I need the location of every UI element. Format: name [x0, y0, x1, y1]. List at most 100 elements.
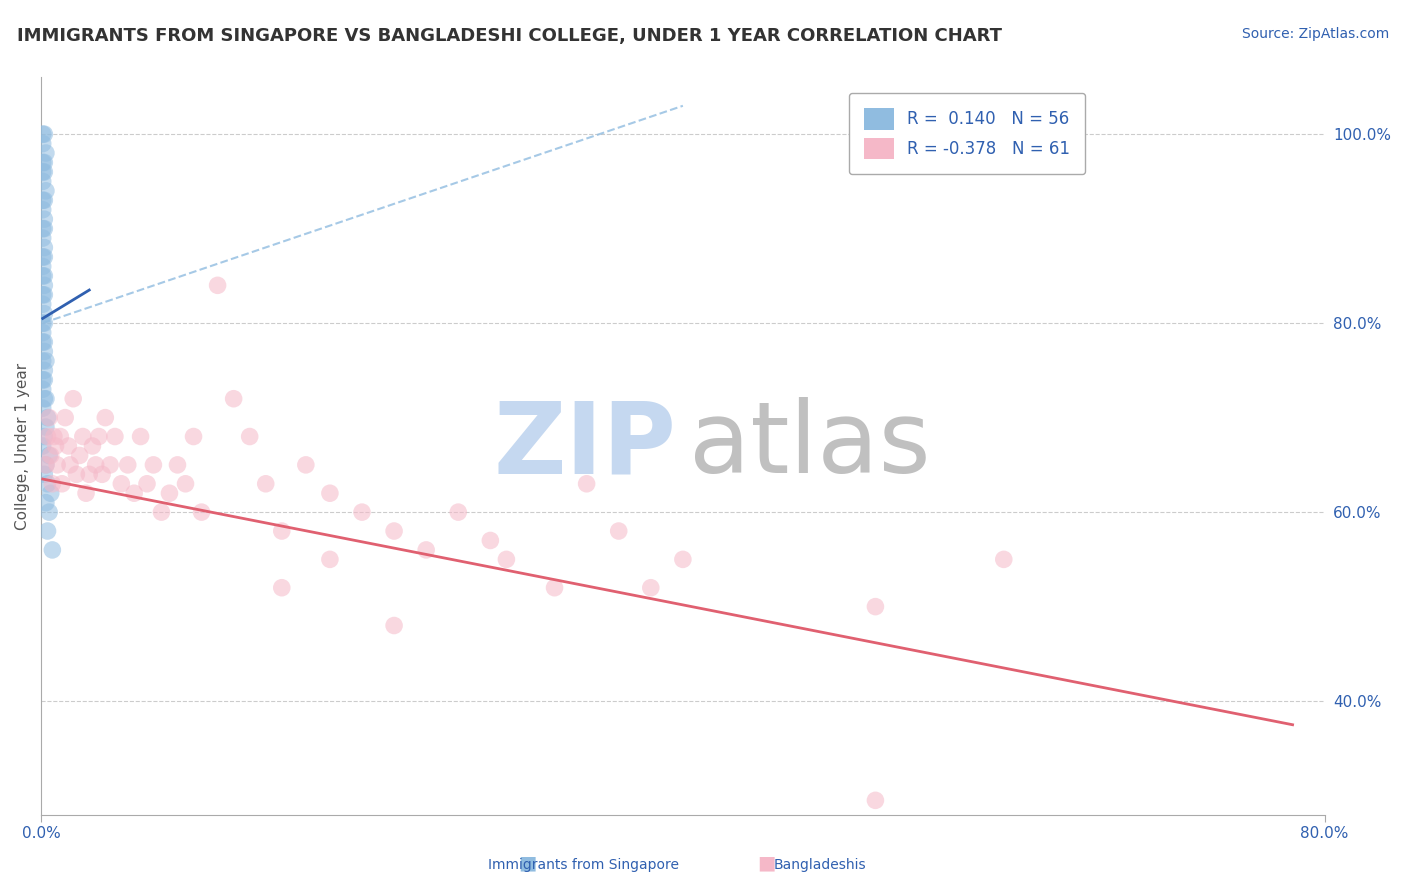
Point [31, 326, 53, 340]
Point [75, 486, 97, 500]
Point [31, 382, 53, 396]
Point [31, 316, 53, 330]
Point [37, 524, 59, 538]
Point [69, 449, 91, 463]
Point [35, 354, 58, 368]
Point [34, 221, 56, 235]
Point [34, 241, 56, 255]
Point [34, 127, 56, 141]
Point [174, 476, 197, 491]
Point [479, 533, 502, 548]
Point [319, 486, 342, 500]
Point [382, 618, 405, 632]
Point [31, 439, 53, 453]
Point [34, 373, 56, 387]
Point [672, 552, 695, 566]
Point [87, 429, 110, 443]
Point [49, 429, 72, 443]
Point [207, 278, 229, 293]
Point [34, 194, 56, 208]
Point [607, 524, 630, 538]
Point [84, 458, 107, 472]
Point [350, 505, 373, 519]
Point [31, 401, 53, 416]
Point [447, 505, 470, 519]
Point [37, 410, 59, 425]
Point [98, 458, 121, 472]
Point [53, 410, 76, 425]
Point [34, 344, 56, 359]
Point [34, 429, 56, 443]
Point [37, 429, 59, 443]
Point [41, 476, 63, 491]
Point [222, 392, 245, 406]
Point [382, 524, 405, 538]
Point [34, 392, 56, 406]
Point [38, 410, 60, 425]
Point [34, 165, 56, 179]
Point [31, 334, 53, 349]
Point [31, 297, 53, 311]
Point [39, 486, 62, 500]
Point [575, 476, 598, 491]
Text: atlas: atlas [689, 398, 931, 494]
Point [31, 373, 53, 387]
Text: Source: ZipAtlas.com: Source: ZipAtlas.com [1241, 27, 1389, 41]
Point [142, 458, 165, 472]
Point [38, 449, 60, 463]
Point [31, 127, 53, 141]
Point [136, 476, 159, 491]
Point [110, 476, 132, 491]
Point [51, 476, 73, 491]
Point [31, 231, 53, 245]
Point [35, 458, 58, 472]
Point [31, 221, 53, 235]
Point [122, 486, 145, 500]
Point [34, 268, 56, 283]
Point [865, 599, 887, 614]
Point [34, 155, 56, 169]
Point [34, 278, 56, 293]
Point [34, 316, 56, 330]
Point [104, 429, 127, 443]
Point [415, 543, 437, 558]
Point [34, 363, 56, 377]
Point [82, 439, 104, 453]
Point [35, 146, 58, 161]
Point [31, 260, 53, 274]
Point [59, 458, 82, 472]
Text: Immigrants from Singapore: Immigrants from Singapore [488, 858, 679, 872]
Y-axis label: College, Under 1 year: College, Under 1 year [15, 362, 30, 530]
Point [77, 467, 100, 482]
Point [94, 410, 117, 425]
Text: ZIP: ZIP [494, 398, 676, 494]
Point [34, 287, 56, 301]
Point [46, 458, 69, 472]
Point [45, 439, 67, 453]
Point [34, 334, 56, 349]
Point [58, 439, 80, 453]
Point [72, 429, 94, 443]
Point [31, 354, 53, 368]
Point [295, 458, 318, 472]
Point [495, 552, 517, 566]
Point [543, 581, 565, 595]
Point [35, 392, 58, 406]
Point [150, 505, 173, 519]
Point [31, 202, 53, 217]
Point [319, 552, 342, 566]
Point [34, 250, 56, 264]
Legend: R =  0.140   N = 56, R = -0.378   N = 61: R = 0.140 N = 56, R = -0.378 N = 61 [849, 93, 1085, 174]
Point [239, 429, 262, 443]
Point [190, 505, 212, 519]
Point [31, 194, 53, 208]
Point [35, 458, 58, 472]
Point [166, 458, 188, 472]
Point [37, 476, 59, 491]
Point [62, 392, 84, 406]
Text: ■: ■ [517, 854, 537, 872]
Point [254, 476, 277, 491]
Point [34, 307, 56, 321]
Point [35, 496, 58, 510]
Text: IMMIGRANTS FROM SINGAPORE VS BANGLADESHI COLLEGE, UNDER 1 YEAR CORRELATION CHART: IMMIGRANTS FROM SINGAPORE VS BANGLADESHI… [17, 27, 1002, 45]
